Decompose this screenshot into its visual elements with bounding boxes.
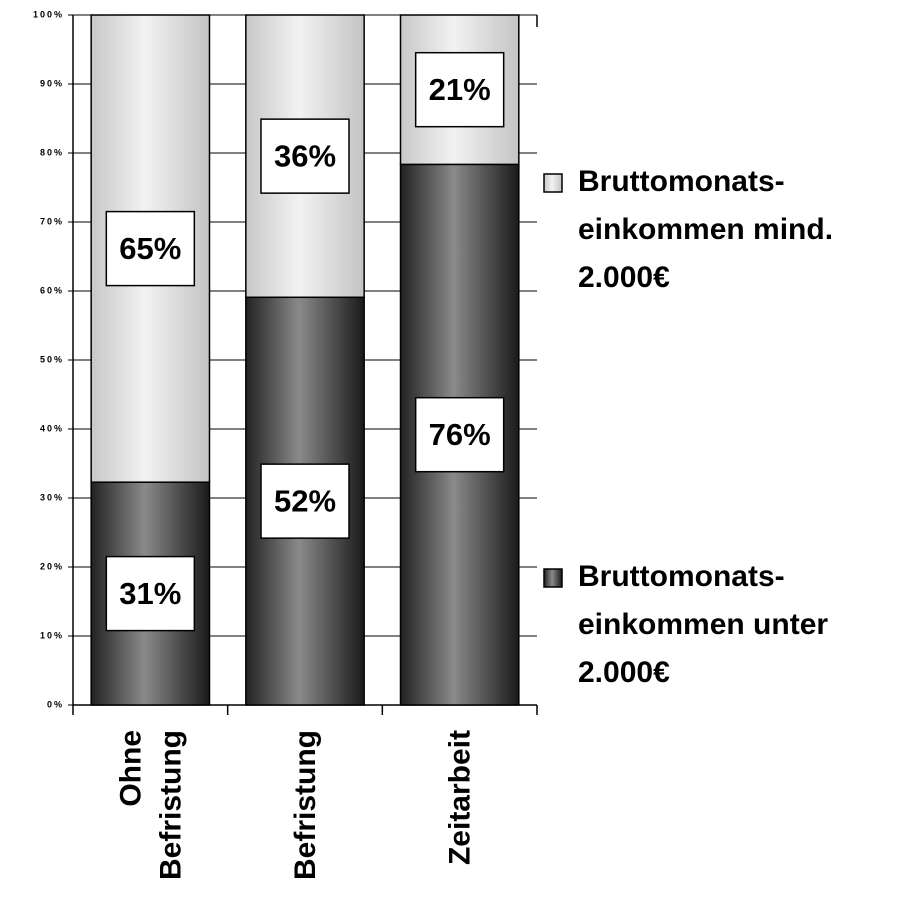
- data-label: 76%: [429, 417, 491, 452]
- y-tick-label: 20%: [40, 561, 64, 571]
- x-tick-label: Zeitarbeit: [444, 730, 477, 865]
- legend-label: Bruttomonats-einkommen unter 2.000€: [578, 560, 828, 689]
- y-tick-label: 50%: [40, 354, 64, 364]
- data-label-box: [414, 396, 505, 473]
- data-label-box: [414, 51, 505, 128]
- legend-label: Bruttomonats-einkommen mind. 2.000€: [578, 165, 833, 294]
- legend-swatch: [543, 173, 563, 193]
- y-tick-label: 40%: [40, 423, 64, 433]
- data-label: 52%: [274, 483, 336, 518]
- y-tick-label: 90%: [40, 78, 64, 88]
- y-tick-label: 80%: [40, 147, 64, 157]
- data-label: 65%: [119, 231, 181, 266]
- data-label-box: [105, 210, 196, 287]
- y-tick-label: 0%: [47, 699, 64, 709]
- data-label: 36%: [274, 138, 336, 173]
- legend-swatch: [543, 568, 563, 588]
- y-tick-label: 10%: [40, 630, 64, 640]
- data-label-box: [260, 118, 350, 194]
- y-tick-label: 100%: [33, 9, 64, 19]
- y-tick-label: 60%: [40, 285, 64, 295]
- x-tick-label: Befristung: [289, 730, 322, 880]
- data-label: 21%: [429, 72, 491, 107]
- y-tick-label: 70%: [40, 216, 64, 226]
- data-label-box: [260, 463, 350, 539]
- data-label-box: [105, 555, 196, 632]
- data-label: 31%: [119, 576, 181, 611]
- x-tick-label: Ohne Befristung: [114, 730, 187, 880]
- y-tick-label: 30%: [40, 492, 64, 502]
